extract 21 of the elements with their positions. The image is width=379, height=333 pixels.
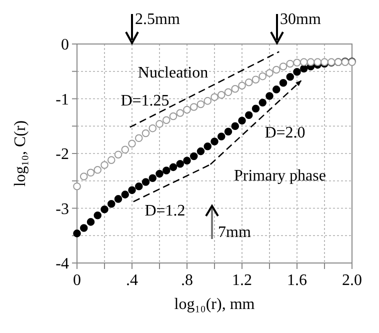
y-axis-title: log₁₀, C(r) xyxy=(12,120,29,187)
x-tick-label: 0 xyxy=(73,272,81,289)
y-tick-label: -2 xyxy=(56,146,69,164)
y-tick-label: -3 xyxy=(56,200,69,218)
annotation: D=1.25 xyxy=(120,92,170,110)
x-tick-label: .4 xyxy=(126,272,138,289)
x-axis-title: log₁₀(r), mm xyxy=(174,296,256,313)
y-tick-label: 0 xyxy=(61,36,69,54)
annotation: 7mm xyxy=(218,224,252,241)
annotation: Nucleation xyxy=(138,64,208,82)
annotation: D=1.2 xyxy=(144,202,186,220)
x-tick-label: 1.2 xyxy=(232,272,252,289)
y-tick-label: -4 xyxy=(56,256,69,273)
text: 2.5mm xyxy=(135,11,180,28)
text: 30mm xyxy=(280,11,322,28)
y-tick-label: -1 xyxy=(56,91,69,108)
annotation: D=2.0 xyxy=(264,124,306,142)
x-tick-label: .8 xyxy=(181,272,193,289)
annotation: Primary phase xyxy=(234,168,326,185)
x-tick-label: 1.6 xyxy=(287,272,307,289)
x-tick-label: 2.0 xyxy=(342,272,362,289)
